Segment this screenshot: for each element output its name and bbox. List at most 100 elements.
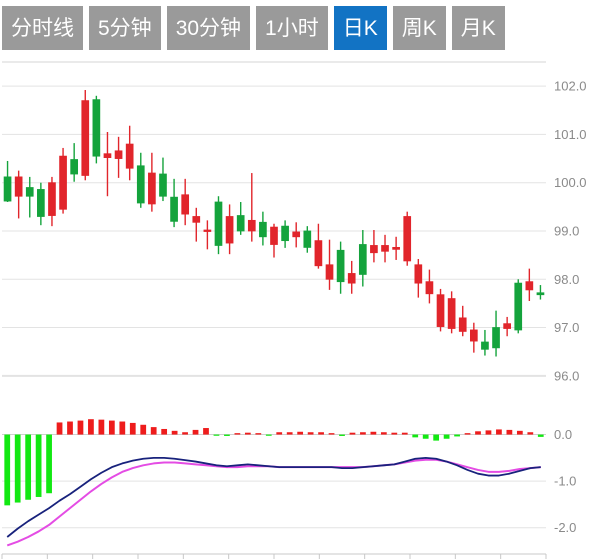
candlestick [59,147,67,214]
macd-histogram-bar [140,424,147,435]
macd-histogram-bar [150,427,157,435]
macd-histogram-bar [422,434,429,439]
candlestick [358,230,367,287]
price-axis-label: 102.0 [554,79,587,94]
macd-axis-label: -1.0 [554,474,576,489]
macd-histogram-bar [276,432,283,435]
candlestick [458,305,467,337]
macd-histogram-bar [255,433,262,435]
macd-histogram-bar [391,432,398,435]
macd-histogram-bar [14,434,21,503]
candlestick [192,207,201,242]
macd-histogram-bar [224,434,230,436]
candlestick [281,220,289,248]
candlestick [14,170,23,219]
macd-histogram-bar [496,429,502,435]
candlestick [225,204,234,255]
candlestick [103,132,112,197]
candlestick [136,152,145,208]
macd-histogram-bar [485,430,492,435]
tab-day-k[interactable]: 日K [333,6,387,50]
candlestick [481,329,489,356]
tab-1hour[interactable]: 1小时 [256,6,328,50]
price-axis-label: 99.0 [554,223,579,238]
macd-histogram-bar [443,434,450,439]
candlestick [159,157,167,202]
candlestick [92,95,101,164]
candlestick [336,241,345,294]
candlestick [536,285,545,300]
macd-histogram-bar [108,420,115,435]
macd-histogram-bar [360,432,366,435]
macd-histogram-bar [297,431,304,435]
macd-histogram-bar [98,419,105,435]
macd-histogram-bar [77,420,84,435]
macd-histogram-bar [380,432,387,435]
timeframe-tab-bar: 分时线 5分钟 30分钟 1小时 日K 周K 月K [0,0,604,56]
candlestick [414,258,423,298]
tab-week-k[interactable]: 周K [392,6,446,50]
tab-5min[interactable]: 5分钟 [89,6,161,50]
macd-histogram-bar [35,434,42,497]
candlestick [81,90,90,181]
price-axis-label: 98.0 [554,272,579,287]
price-axis-label: 101.0 [554,127,587,142]
macd-histogram-bar [25,434,32,500]
macd-histogram-bar [244,432,251,435]
candlestick [425,269,434,304]
candlestick [259,211,267,246]
macd-histogram-bar [307,432,314,435]
candlestick [292,222,301,248]
macd-histogram-bar [213,434,220,436]
macd-histogram-bar [46,434,52,494]
candlestick [314,223,323,269]
macd-histogram-bar [192,429,199,435]
macd-histogram-bar [56,422,63,435]
price-axis-label: 97.0 [554,320,579,335]
candlestick [148,152,156,212]
candlestick [514,279,523,334]
candlestick [70,143,79,182]
macd-histogram-bar [161,428,168,435]
candlestick [270,223,278,258]
kline-chart-svg[interactable]: 102.0 101.0 100.0 99.0 98.0 97.0 96.0 0.0 -1.0 -2… [0,56,604,559]
macd-histogram-bar [464,433,471,435]
macd-histogram-bar [4,434,11,506]
macd-histogram-bar [171,430,178,435]
macd-histogram-bar [88,419,94,435]
candlestick [181,178,190,226]
candlestick [325,239,334,290]
price-axis-label: 100.0 [554,175,587,190]
tab-30min[interactable]: 30分钟 [166,6,251,50]
candlestick [25,176,34,218]
candlestick [403,211,412,266]
macd-histogram-bar [516,430,523,435]
candlestick [492,310,500,357]
candlestick [525,268,534,301]
macd-histogram-bar [203,428,209,435]
macd-axis-label: 0.0 [554,427,572,442]
macd-histogram-bar [401,432,408,435]
tab-month-k[interactable]: 月K [451,6,505,50]
macd-histogram-bar [119,421,126,435]
candlestick [170,178,178,228]
macd-dif-line [6,456,541,538]
macd-histogram-bar [339,434,345,436]
candlestick [469,322,478,353]
macd-histogram-bar [265,434,272,436]
candlestick [125,125,134,181]
macd-histogram-bar [475,431,481,435]
macd-histogram-bar [527,432,534,435]
candlestick [303,226,312,253]
kline-chart-container[interactable]: 102.0 101.0 100.0 99.0 98.0 97.0 96.0 0.0 -1.0 -2… [0,56,604,559]
price-axis-label: 96.0 [554,368,579,383]
macd-histogram-bar [234,433,241,435]
macd-histogram-bar [286,432,293,435]
macd-histogram-bar [454,434,460,437]
macd-dea-line [6,458,541,547]
candlestick [114,136,123,178]
macd-histogram-bar [412,434,419,438]
candlestick [392,236,400,260]
macd-histogram-bar [433,434,440,441]
tab-timeline[interactable]: 分时线 [2,6,83,50]
